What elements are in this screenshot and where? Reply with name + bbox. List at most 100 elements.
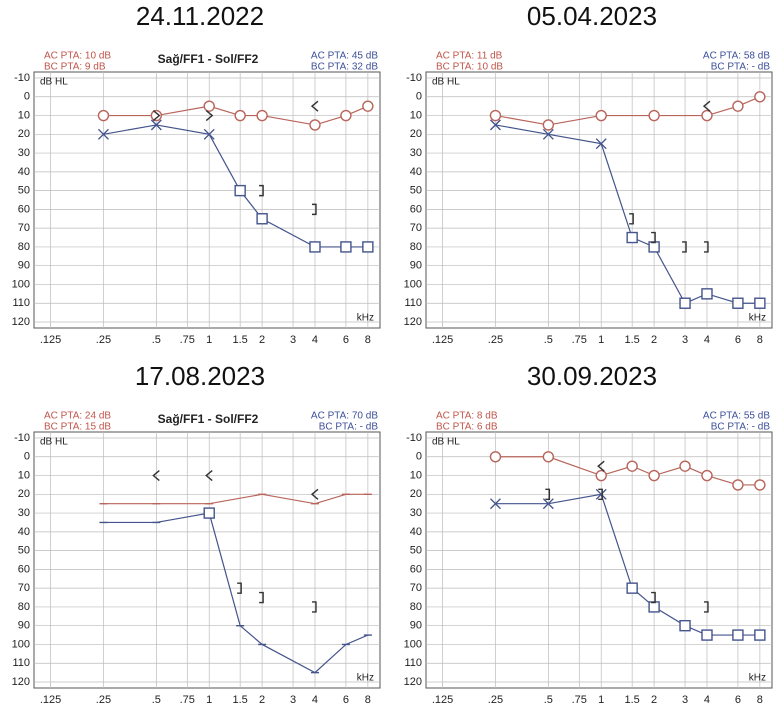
x-tick-label: 2	[259, 694, 265, 705]
x-tick-label: 1	[206, 694, 212, 705]
pta-label: AC PTA: 70 dB	[311, 411, 378, 422]
y-tick-label: 110	[404, 297, 422, 309]
x-tick-label: .25	[488, 334, 503, 346]
y-tick-label: 60	[18, 563, 30, 575]
x-tick-label: 8	[757, 334, 763, 346]
pta-label: BC PTA: - dB	[711, 62, 771, 73]
y-tick-label: 90	[18, 260, 30, 272]
marker-circle	[648, 469, 660, 482]
x-tick-label: 4	[704, 334, 710, 346]
x-tick-label: .75	[572, 694, 587, 705]
pta-label: BC PTA: 15 dB	[44, 422, 111, 433]
marker-square	[626, 231, 638, 244]
marker-square	[648, 241, 660, 253]
y-tick-label: 70	[18, 582, 30, 594]
y-tick-label: 30	[18, 507, 30, 519]
pta-label: BC PTA: 9 dB	[44, 62, 106, 73]
x-tick-label: 2	[651, 334, 657, 346]
marker-circle	[679, 460, 691, 472]
marker-square	[256, 213, 268, 225]
marker-square	[648, 601, 660, 613]
x-tick-label: .25	[96, 694, 111, 705]
x-tick-label: .25	[488, 694, 503, 705]
y-tick-label: 40	[18, 526, 30, 538]
x-tick-label: 1	[206, 334, 212, 346]
y-tick-label: 120	[12, 676, 30, 688]
marker-circle	[309, 119, 321, 131]
marker-square	[362, 241, 374, 253]
marker-square	[203, 507, 215, 519]
pta-label: AC PTA: 58 dB	[703, 51, 770, 62]
x-axis-label: kHz	[357, 673, 374, 684]
pta-label: AC PTA: 24 dB	[44, 411, 111, 422]
marker-square	[626, 582, 638, 594]
x-tick-label: 6	[343, 694, 349, 705]
marker-square	[701, 629, 713, 641]
y-tick-label: 120	[12, 316, 30, 328]
y-tick-label: 50	[18, 545, 30, 557]
x-tick-label: 8	[365, 334, 371, 346]
y-axis-label: dB HL	[40, 437, 68, 448]
y-tick-label: 80	[18, 241, 30, 253]
y-tick-label: -10	[406, 432, 422, 444]
x-tick-label: 6	[343, 334, 349, 346]
x-tick-label: .5	[544, 334, 553, 346]
x-tick-label: 2	[651, 694, 657, 705]
y-tick-label: 0	[24, 451, 30, 463]
pta-label: BC PTA: 10 dB	[436, 62, 503, 73]
x-axis-label: kHz	[357, 313, 374, 324]
x-tick-label: 6	[735, 334, 741, 346]
x-tick-label: 1.5	[625, 334, 640, 346]
marker-chevron	[597, 460, 605, 472]
x-tick-label: 3	[290, 334, 296, 346]
x-tick-label: .75	[180, 334, 195, 346]
x-tick-label: 8	[365, 694, 371, 705]
x-tick-label: 4	[704, 694, 710, 705]
marker-circle	[648, 109, 660, 122]
x-tick-label: 4	[312, 334, 318, 346]
x-tick-label: 1.5	[233, 694, 248, 705]
marker-bracket	[598, 488, 603, 501]
pta-label: AC PTA: 45 dB	[311, 51, 378, 62]
marker-square	[732, 297, 744, 309]
marker-bracket	[703, 241, 709, 253]
marker-square	[234, 184, 246, 197]
y-tick-label: 30	[18, 147, 30, 159]
y-tick-label: 120	[404, 676, 422, 688]
x-tick-label: 3	[682, 694, 688, 705]
marker-square	[309, 241, 321, 253]
x-tick-label: 8	[757, 694, 763, 705]
y-tick-label: -10	[14, 72, 30, 84]
x-tick-label: 6	[735, 694, 741, 705]
x-tick-label: .125	[40, 334, 61, 346]
marker-circle	[701, 109, 713, 122]
y-axis-label: dB HL	[40, 77, 68, 88]
marker-bracket	[259, 591, 264, 604]
chart-title: 17.08.2023	[135, 361, 265, 391]
x-tick-label: .5	[544, 694, 553, 705]
series-line	[495, 124, 760, 304]
marker-circle	[542, 451, 555, 463]
chart-title: 30.09.2023	[527, 361, 657, 391]
marker-bracket	[259, 184, 264, 197]
x-tick-label: .5	[152, 334, 161, 346]
plot-frame	[425, 71, 773, 329]
marker-bracket	[545, 488, 551, 501]
marker-circle	[489, 451, 502, 463]
x-tick-label: .25	[96, 334, 111, 346]
y-tick-label: 10	[18, 469, 30, 481]
marker-x	[150, 119, 162, 131]
marker-square	[754, 297, 766, 309]
chart-title: 24.11.2022	[136, 1, 264, 31]
marker-bracket	[651, 591, 656, 604]
x-tick-label: 2	[259, 334, 265, 346]
y-tick-label: 120	[404, 316, 422, 328]
x-tick-label: .125	[40, 694, 61, 705]
marker-x	[203, 128, 215, 140]
pta-label: AC PTA: 11 dB	[436, 51, 503, 62]
marker-chevron	[702, 100, 711, 112]
marker-circle	[732, 100, 744, 112]
series-line	[495, 493, 760, 636]
marker-bracket	[311, 203, 317, 216]
marker-circle	[595, 109, 607, 122]
